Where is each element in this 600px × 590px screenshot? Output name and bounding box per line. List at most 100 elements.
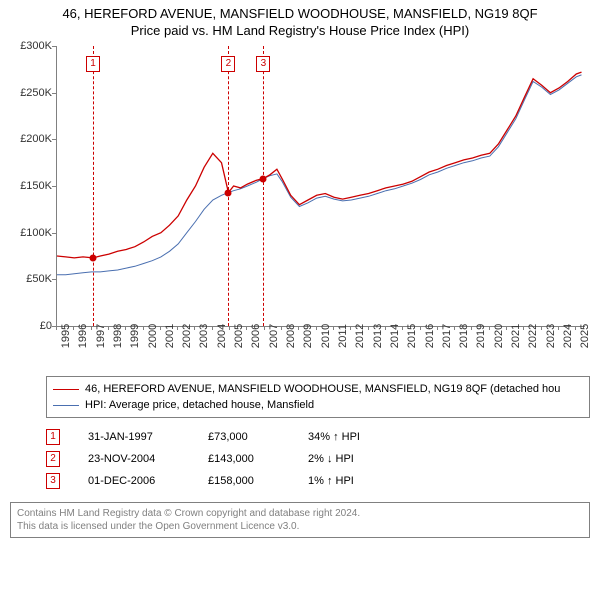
x-tick-mark: [523, 326, 524, 330]
event-table-row: 131-JAN-1997£73,00034% ↑ HPI: [46, 426, 590, 448]
x-tick-label: 2020: [493, 324, 505, 348]
event-pct: 34% ↑ HPI: [308, 431, 408, 443]
x-tick-mark: [489, 326, 490, 330]
x-tick-mark: [264, 326, 265, 330]
x-tick-mark: [350, 326, 351, 330]
x-tick-mark: [454, 326, 455, 330]
x-tick-label: 2001: [164, 324, 176, 348]
x-tick-mark: [229, 326, 230, 330]
y-tick-label: £300K: [10, 40, 52, 52]
event-vline: [263, 46, 264, 326]
x-tick-label: 2023: [545, 324, 557, 348]
x-tick-mark: [91, 326, 92, 330]
event-marker-box: 3: [256, 56, 270, 72]
x-tick-label: 2012: [354, 324, 366, 348]
series-hpi: [57, 75, 582, 275]
x-tick-label: 2005: [233, 324, 245, 348]
x-tick-label: 2003: [198, 324, 210, 348]
x-tick-mark: [506, 326, 507, 330]
x-tick-mark: [437, 326, 438, 330]
x-tick-label: 2011: [337, 324, 349, 348]
footnote-line-1: Contains HM Land Registry data © Crown c…: [17, 507, 583, 520]
legend-label: 46, HEREFORD AVENUE, MANSFIELD WOODHOUSE…: [85, 383, 560, 395]
x-tick-mark: [333, 326, 334, 330]
y-tick-mark: [52, 46, 56, 47]
x-tick-mark: [56, 326, 57, 330]
x-tick-label: 1999: [129, 324, 141, 348]
x-tick-mark: [420, 326, 421, 330]
x-tick-label: 2024: [562, 324, 574, 348]
event-marker-box: 2: [221, 56, 235, 72]
chart-container: 46, HEREFORD AVENUE, MANSFIELD WOODHOUSE…: [0, 0, 600, 538]
y-tick-label: £50K: [10, 273, 52, 285]
x-tick-label: 2015: [406, 324, 418, 348]
x-tick-mark: [281, 326, 282, 330]
x-tick-mark: [298, 326, 299, 330]
chart-title: 46, HEREFORD AVENUE, MANSFIELD WOODHOUSE…: [0, 0, 600, 40]
y-tick-label: £100K: [10, 227, 52, 239]
x-tick-mark: [194, 326, 195, 330]
legend-swatch: [53, 405, 79, 406]
x-tick-mark: [212, 326, 213, 330]
x-tick-mark: [73, 326, 74, 330]
x-tick-mark: [246, 326, 247, 330]
x-tick-label: 2016: [424, 324, 436, 348]
event-num-badge: 2: [46, 451, 60, 467]
event-table: 131-JAN-1997£73,00034% ↑ HPI223-NOV-2004…: [46, 426, 590, 492]
event-vline: [93, 46, 94, 326]
legend: 46, HEREFORD AVENUE, MANSFIELD WOODHOUSE…: [46, 376, 590, 418]
x-tick-mark: [177, 326, 178, 330]
x-tick-label: 1998: [112, 324, 124, 348]
x-tick-mark: [143, 326, 144, 330]
legend-row: 46, HEREFORD AVENUE, MANSFIELD WOODHOUSE…: [53, 381, 583, 397]
y-tick-label: £0: [10, 320, 52, 332]
x-tick-mark: [160, 326, 161, 330]
x-tick-label: 2018: [458, 324, 470, 348]
title-line-2: Price paid vs. HM Land Registry's House …: [0, 23, 600, 38]
event-price: £158,000: [208, 475, 308, 487]
x-tick-mark: [108, 326, 109, 330]
x-tick-label: 2006: [250, 324, 262, 348]
x-tick-label: 2004: [216, 324, 228, 348]
footnote-line-2: This data is licensed under the Open Gov…: [17, 520, 583, 533]
series-price_paid: [57, 72, 582, 258]
title-line-1: 46, HEREFORD AVENUE, MANSFIELD WOODHOUSE…: [0, 6, 600, 21]
x-tick-label: 2009: [302, 324, 314, 348]
x-tick-mark: [368, 326, 369, 330]
legend-row: HPI: Average price, detached house, Mans…: [53, 397, 583, 413]
legend-label: HPI: Average price, detached house, Mans…: [85, 399, 314, 411]
x-tick-label: 2010: [320, 324, 332, 348]
y-tick-label: £250K: [10, 87, 52, 99]
x-tick-mark: [402, 326, 403, 330]
x-tick-mark: [575, 326, 576, 330]
x-tick-label: 2021: [510, 324, 522, 348]
event-marker-box: 1: [86, 56, 100, 72]
x-tick-label: 2008: [285, 324, 297, 348]
event-date: 01-DEC-2006: [88, 475, 208, 487]
y-tick-mark: [52, 139, 56, 140]
x-tick-label: 1995: [60, 324, 72, 348]
event-table-row: 223-NOV-2004£143,0002% ↓ HPI: [46, 448, 590, 470]
event-vline: [228, 46, 229, 326]
y-tick-label: £200K: [10, 133, 52, 145]
line-series-svg: [57, 46, 585, 326]
y-tick-mark: [52, 279, 56, 280]
event-price: £143,000: [208, 453, 308, 465]
event-dot: [260, 175, 267, 182]
x-tick-mark: [125, 326, 126, 330]
plot-area: 1 2 3: [56, 46, 585, 327]
legend-swatch: [53, 389, 79, 390]
event-num-badge: 1: [46, 429, 60, 445]
event-pct: 1% ↑ HPI: [308, 475, 408, 487]
event-date: 31-JAN-1997: [88, 431, 208, 443]
x-tick-mark: [541, 326, 542, 330]
plot-wrap: 123 £0£50K£100K£150K£200K£250K£300K19951…: [10, 40, 590, 370]
x-tick-mark: [385, 326, 386, 330]
x-tick-label: 1997: [95, 324, 107, 348]
x-tick-mark: [316, 326, 317, 330]
x-tick-label: 2013: [372, 324, 384, 348]
x-tick-label: 2022: [527, 324, 539, 348]
x-tick-label: 2019: [475, 324, 487, 348]
event-dot: [90, 254, 97, 261]
x-tick-label: 2017: [441, 324, 453, 348]
